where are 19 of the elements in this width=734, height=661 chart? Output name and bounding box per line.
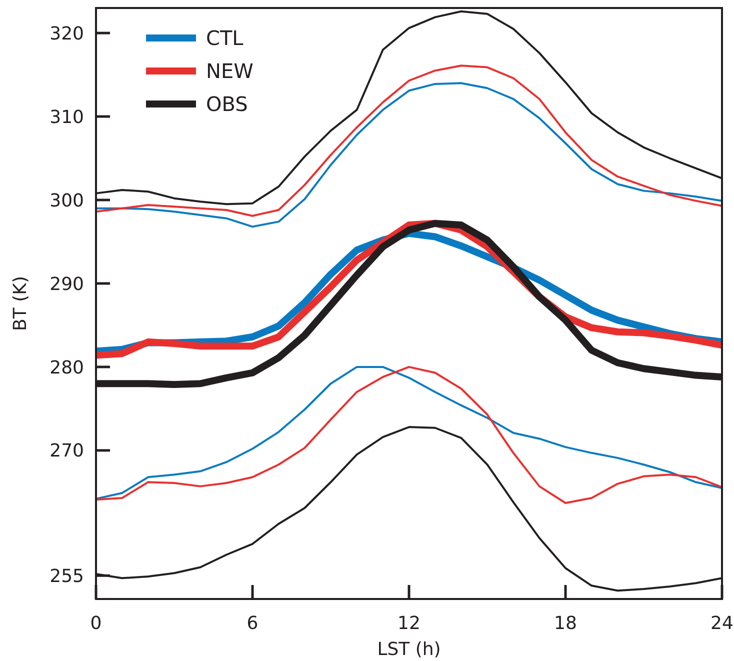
y-axis-title: BT (K) <box>10 276 31 331</box>
y-tick-label: 280 <box>50 357 84 378</box>
y-tick-label: 290 <box>50 274 84 295</box>
legend-label: OBS <box>206 92 248 116</box>
x-tick-label: 12 <box>398 613 420 634</box>
y-tick-label: 300 <box>50 190 84 212</box>
x-axis-title: LST (h) <box>377 639 441 660</box>
y-tick-label: 270 <box>50 440 84 462</box>
x-tick-label: 6 <box>246 613 258 634</box>
x-tick-label: 24 <box>710 613 734 634</box>
line-series <box>95 64 723 217</box>
line-series <box>95 82 723 228</box>
x-tick-label: 0 <box>90 613 102 634</box>
x-tick-label: 18 <box>554 613 577 634</box>
legend-label: NEW <box>206 59 254 83</box>
y-tick-label: 320 <box>50 23 84 44</box>
legend-label: CTL <box>206 26 244 50</box>
y-tick-label: 255 <box>50 566 84 587</box>
y-tick-label: 310 <box>50 106 84 128</box>
